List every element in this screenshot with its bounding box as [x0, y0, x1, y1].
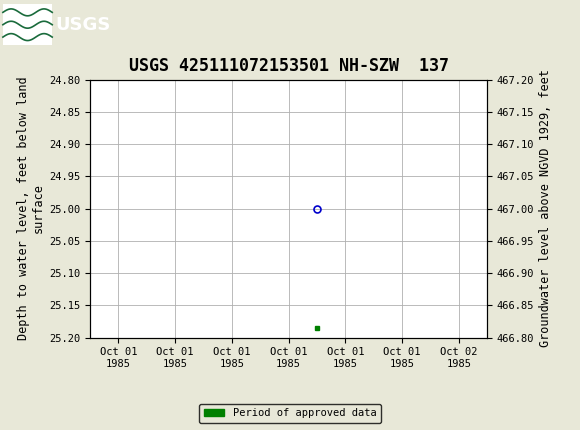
Text: USGS: USGS: [55, 16, 110, 34]
Title: USGS 425111072153501 NH-SZW  137: USGS 425111072153501 NH-SZW 137: [129, 57, 448, 75]
Legend: Period of approved data: Period of approved data: [200, 404, 380, 423]
Y-axis label: Groundwater level above NGVD 1929, feet: Groundwater level above NGVD 1929, feet: [539, 70, 552, 347]
Y-axis label: Depth to water level, feet below land
surface: Depth to water level, feet below land su…: [17, 77, 45, 341]
FancyBboxPatch shape: [3, 4, 52, 46]
